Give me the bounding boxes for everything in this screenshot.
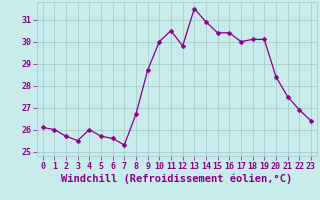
X-axis label: Windchill (Refroidissement éolien,°C): Windchill (Refroidissement éolien,°C) [61,173,292,184]
